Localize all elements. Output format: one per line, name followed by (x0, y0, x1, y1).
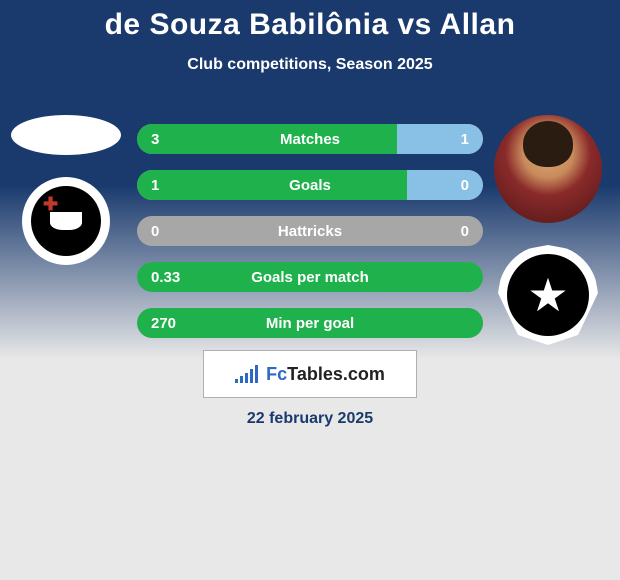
stat-row: 270Min per goal (137, 308, 483, 338)
club-badge-left-inner: ✚ (31, 186, 101, 256)
bar-icon-segment (255, 365, 258, 383)
club-badge-left: ✚ (22, 177, 110, 265)
bar-icon-segment (240, 376, 243, 383)
footer-date: 22 february 2025 (0, 410, 620, 428)
stat-right-value: 0 (461, 177, 469, 194)
stat-fill-left (137, 262, 483, 292)
brand-prefix: Fc (266, 364, 287, 384)
player-left-column: ✚ (6, 115, 126, 265)
stat-fill-right (397, 124, 484, 154)
club-badge-right: ★ (498, 245, 598, 345)
stat-row: 3Matches1 (137, 124, 483, 154)
infographic-card: de Souza Babilônia vs Allan Club competi… (0, 0, 620, 580)
stat-row: 1Goals0 (137, 170, 483, 200)
stat-left-value: 0.33 (151, 269, 180, 286)
player-left-photo-placeholder (11, 115, 121, 155)
stat-label: Hattricks (137, 223, 483, 240)
stat-left-value: 3 (151, 131, 159, 148)
page-subtitle: Club competitions, Season 2025 (0, 56, 620, 74)
bar-icon-segment (235, 379, 238, 383)
brand-suffix: Tables.com (287, 364, 385, 384)
club-badge-right-inner: ★ (507, 254, 589, 336)
stat-fill-left (137, 170, 407, 200)
cross-icon: ✚ (43, 194, 58, 215)
bar-chart-icon (235, 365, 258, 383)
stat-fill-right (407, 170, 483, 200)
stat-left-value: 0 (151, 223, 159, 240)
stat-fill-left (137, 124, 397, 154)
bar-icon-segment (250, 369, 253, 383)
brand-watermark: FcTables.com (203, 350, 417, 398)
stat-row: 0Hattricks0 (137, 216, 483, 246)
stat-left-value: 1 (151, 177, 159, 194)
bar-icon-segment (245, 373, 248, 383)
brand-text: FcTables.com (266, 364, 385, 385)
page-title: de Souza Babilônia vs Allan (0, 0, 620, 42)
player-right-photo (494, 115, 602, 223)
stat-fill-left (137, 308, 483, 338)
stat-row: 0.33Goals per match (137, 262, 483, 292)
stat-right-value: 0 (461, 223, 469, 240)
stats-container: 3Matches11Goals00Hattricks00.33Goals per… (137, 124, 483, 338)
player-right-column: ★ (488, 115, 608, 345)
stat-right-value: 1 (461, 131, 469, 148)
stat-left-value: 270 (151, 315, 176, 332)
star-icon: ★ (527, 272, 568, 318)
